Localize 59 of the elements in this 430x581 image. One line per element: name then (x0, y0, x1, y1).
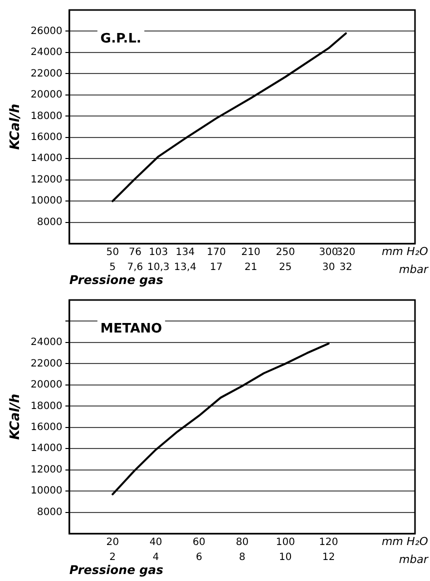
x-tick-label: 76 (128, 247, 142, 258)
text: mm H₂O (382, 534, 428, 548)
x-tick-label: 120 (319, 537, 338, 548)
x2-tick-label: 5 (109, 262, 116, 274)
x-tick-label: 60 (192, 537, 206, 548)
x2-tick-label: 12 (322, 552, 335, 564)
x-axis-title: Pressione gas (69, 562, 164, 577)
x-tick-label: 20 (106, 537, 119, 548)
x-tick-label: 300 (319, 247, 338, 258)
text: mm H₂O (382, 244, 428, 258)
y-tick-label: 24000 (30, 337, 62, 348)
y-axis-title: KCal/h (8, 104, 24, 150)
x2-tick-label: 2 (109, 552, 116, 564)
y-tick-label: 24000 (30, 47, 62, 58)
x2-tick-label: 8 (239, 552, 246, 564)
y-tick-label: 18000 (30, 110, 62, 122)
x-tick-label: 103 (148, 247, 168, 258)
x-tick-label: 50 (106, 247, 119, 258)
y-tick-label: 8000 (36, 216, 62, 228)
x2-tick-label: 25 (279, 262, 292, 274)
x2-tick-label: 6 (196, 552, 202, 564)
x2-tick-label: 30 (322, 262, 335, 274)
y-tick-label: 12000 (30, 174, 62, 186)
text: G.P.L. (100, 31, 142, 46)
y-tick-label: 22000 (30, 68, 62, 80)
y-tick-label: 20000 (30, 380, 62, 391)
y-tick-label: 12000 (30, 464, 62, 476)
text: mbar (399, 552, 430, 566)
y-tick-label: 10000 (30, 196, 62, 207)
y-tick-label: 16000 (30, 422, 62, 434)
x2-tick-label: 10 (279, 552, 292, 564)
y-tick-label: 14000 (30, 153, 62, 164)
x2-tick-label: 10,3 (147, 262, 170, 274)
x2-tick-label: 32 (340, 262, 352, 274)
y-tick-label: 8000 (36, 506, 62, 518)
x-tick-label: 320 (336, 247, 356, 258)
x-axis-title: Pressione gas (69, 272, 164, 287)
text: METANO (100, 321, 162, 336)
y-tick-label: 20000 (30, 90, 62, 101)
x2-tick-label: 21 (244, 262, 258, 274)
x-tick-label: 250 (276, 247, 295, 258)
x2-tick-label: 13,4 (174, 262, 196, 274)
x-tick-label: 40 (149, 537, 162, 548)
x-tick-label: 210 (241, 247, 260, 258)
y-tick-label: 26000 (30, 26, 62, 37)
x-tick-label: 170 (206, 247, 226, 258)
y-tick-label: 18000 (30, 400, 62, 412)
y-axis-title: KCal/h (8, 394, 24, 440)
x-tick-label: 80 (236, 537, 249, 548)
y-tick-label: 14000 (30, 443, 62, 454)
y-tick-label: 22000 (30, 358, 62, 370)
y-tick-label: 16000 (30, 132, 62, 144)
x2-tick-label: 7,6 (127, 262, 144, 274)
y-tick-label: 10000 (30, 486, 62, 497)
text: mbar (399, 262, 430, 276)
x2-tick-label: 17 (210, 262, 223, 274)
x-tick-label: 134 (176, 247, 195, 258)
x-tick-label: 100 (276, 537, 295, 548)
x2-tick-label: 4 (152, 552, 159, 564)
